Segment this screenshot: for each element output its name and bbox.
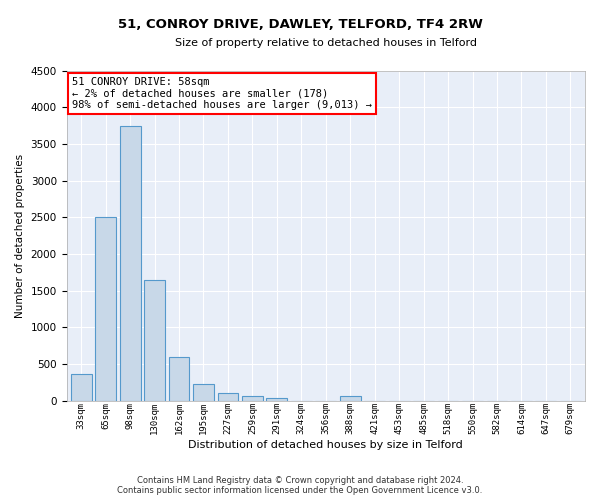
Text: 51 CONROY DRIVE: 58sqm
← 2% of detached houses are smaller (178)
98% of semi-det: 51 CONROY DRIVE: 58sqm ← 2% of detached … [72,77,372,110]
Text: Contains HM Land Registry data © Crown copyright and database right 2024.
Contai: Contains HM Land Registry data © Crown c… [118,476,482,495]
Y-axis label: Number of detached properties: Number of detached properties [15,154,25,318]
Bar [242,396,263,401]
Bar [169,358,190,401]
Bar [266,398,287,401]
Bar [120,126,140,401]
Bar [218,393,238,401]
Bar [95,218,116,401]
Bar [144,280,165,401]
Bar [71,374,92,401]
Title: Size of property relative to detached houses in Telford: Size of property relative to detached ho… [175,38,477,48]
Bar [193,384,214,401]
X-axis label: Distribution of detached houses by size in Telford: Distribution of detached houses by size … [188,440,463,450]
Text: 51, CONROY DRIVE, DAWLEY, TELFORD, TF4 2RW: 51, CONROY DRIVE, DAWLEY, TELFORD, TF4 2… [118,18,482,30]
Bar [340,396,361,401]
